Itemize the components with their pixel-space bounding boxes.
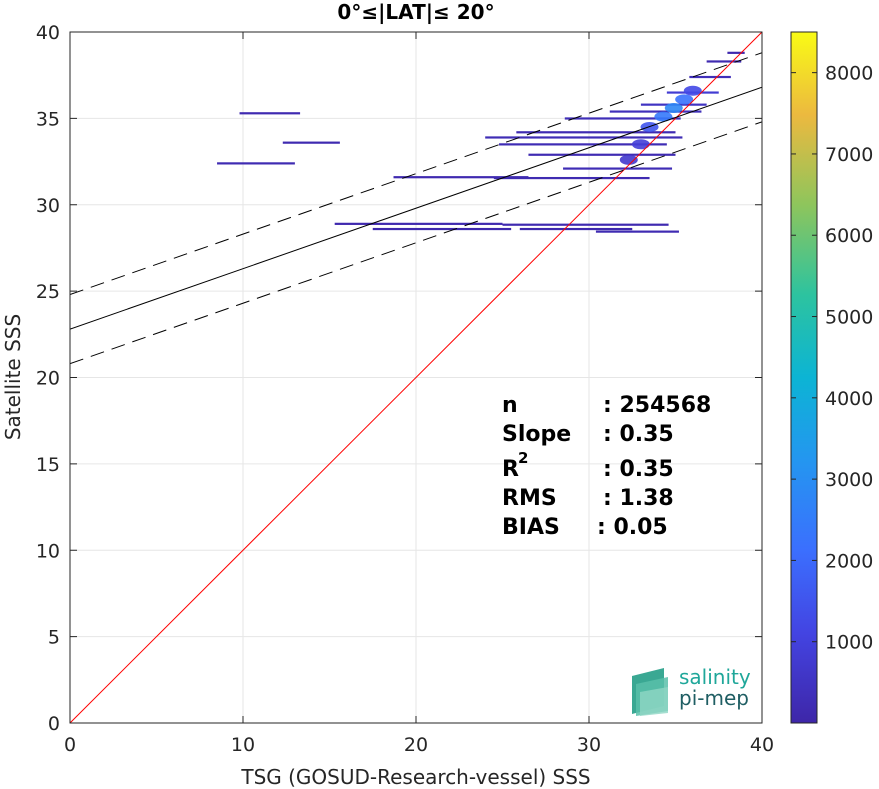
density-segment — [393, 176, 529, 179]
y-tick-label: 25 — [36, 281, 60, 303]
density-blob — [631, 139, 650, 150]
x-tick-label: 20 — [404, 734, 428, 756]
stat-bias-value: : 0.05 — [597, 515, 668, 540]
regression-bound-line — [70, 52, 762, 296]
stat-bias-label: BIAS — [502, 515, 560, 540]
x-tick-label: 10 — [231, 734, 255, 756]
stat-n-label: n — [502, 393, 518, 418]
stat-n-value: : 254568 — [603, 393, 711, 418]
stats-box: n : 254568 Slope : 0.35 R 2 : 0.35 RMS :… — [502, 393, 711, 540]
y-tick-label: 5 — [48, 627, 60, 649]
y-tick-label: 0 — [48, 713, 60, 735]
density-segment — [528, 153, 676, 156]
stat-r2-superscript: 2 — [518, 449, 528, 467]
x-tick-label: 40 — [750, 734, 774, 756]
density-blob — [619, 154, 638, 165]
x-axis-ticks: 0 10 20 30 40 — [64, 32, 774, 756]
x-tick-label: 0 — [64, 734, 76, 756]
density-segment — [485, 136, 683, 139]
wave-logo-icon — [632, 668, 668, 716]
y-tick-label: 20 — [36, 368, 60, 390]
colorbar-tick-label: 1000 — [825, 632, 873, 654]
density-segment — [516, 131, 676, 134]
y-axis-ticks: 0 5 10 15 20 25 30 35 40 — [36, 22, 762, 735]
colorbar-tick-label: 8000 — [825, 63, 873, 85]
density-segment — [493, 176, 650, 180]
y-tick-label: 30 — [36, 195, 60, 217]
x-axis-label: TSG (GOSUD-Research-vessel) SSS — [240, 765, 590, 789]
density-segment — [239, 112, 301, 115]
colorbar-tick-label: 3000 — [825, 469, 873, 491]
y-tick-label: 40 — [36, 22, 60, 44]
density-segment — [217, 162, 295, 165]
density-segment — [334, 222, 503, 225]
colorbar-tick-label: 7000 — [825, 144, 873, 166]
density-segment — [727, 51, 745, 54]
density-segment — [609, 110, 702, 113]
density-segment — [706, 60, 742, 63]
density-blob — [683, 85, 702, 96]
density-segment — [563, 167, 673, 170]
density-blob — [654, 111, 673, 122]
chart-title: 0°≤|LAT|≤ 20° — [337, 0, 494, 24]
stat-rms-label: RMS — [502, 486, 557, 511]
colorbar-tick-label: 2000 — [825, 550, 873, 572]
density-segment — [519, 227, 633, 231]
colorbar-tick-label: 6000 — [825, 225, 873, 247]
density-blob — [675, 94, 694, 105]
density-segment — [282, 141, 340, 144]
colorbar-tick-label: 5000 — [825, 307, 873, 329]
x-tick-label: 30 — [577, 734, 601, 756]
y-tick-label: 35 — [36, 108, 60, 130]
stat-rms-value: : 1.38 — [603, 486, 674, 511]
density-layer — [217, 51, 745, 233]
density-segment — [689, 75, 731, 79]
colorbar-ticks: 1000 2000 3000 4000 5000 6000 7000 8000 — [791, 63, 873, 654]
density-segment — [499, 143, 667, 146]
stat-r2-value: : 0.35 — [603, 457, 674, 482]
density-segment — [372, 227, 512, 231]
lines-layer — [70, 32, 762, 723]
y-axis-label: Satellite SSS — [1, 314, 25, 440]
density-blob — [664, 103, 683, 114]
salinity-pi-mep-logo: salinity pi-mep — [632, 665, 751, 716]
regression-line — [70, 86, 762, 330]
colorbar-tick-label: 4000 — [825, 388, 873, 410]
logo-text-pi-mep: pi-mep — [679, 686, 749, 710]
colorbar: 1000 2000 3000 4000 5000 6000 7000 8000 — [790, 31, 873, 724]
density-segment — [564, 117, 681, 120]
regression-bound-line — [70, 121, 762, 365]
stat-slope-value: : 0.35 — [603, 422, 674, 447]
y-tick-label: 15 — [36, 454, 60, 476]
logo-text-salinity: salinity — [679, 665, 751, 689]
density-segment — [595, 230, 679, 233]
y-tick-label: 10 — [36, 540, 60, 562]
density-segment — [502, 223, 669, 226]
stat-r2-label: R — [502, 457, 519, 482]
stat-slope-label: Slope — [502, 422, 571, 447]
one-to-one-line — [70, 32, 762, 723]
colorbar-gradient — [790, 31, 818, 724]
